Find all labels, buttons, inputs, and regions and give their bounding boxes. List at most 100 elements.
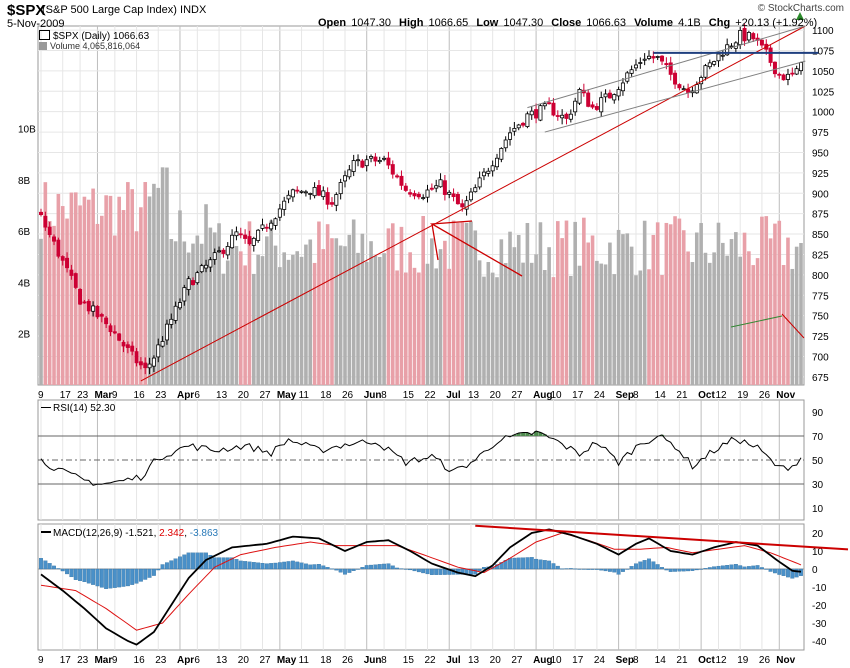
- price-axis-tick: 925: [812, 169, 829, 180]
- candle: [338, 182, 343, 195]
- x-axis-tick: Nov: [776, 655, 795, 666]
- volume-bar: [308, 239, 313, 385]
- volume-bar: [747, 251, 751, 385]
- volume-legend-text: Volume 4,065,816,064: [50, 41, 141, 51]
- volume-bar: [716, 222, 721, 385]
- macd-signal-line: [40, 532, 802, 631]
- candle: [421, 197, 426, 199]
- candle: [759, 39, 764, 46]
- volume-bar: [451, 220, 456, 385]
- volume-bar: [204, 204, 208, 385]
- macd-panel-frame: [37, 523, 805, 651]
- x-axis-tick: 18: [320, 390, 332, 401]
- x-axis-tick: 26: [759, 390, 771, 401]
- candle: [490, 165, 495, 172]
- macd-hist-bar: [325, 567, 330, 570]
- candle: [455, 194, 460, 205]
- x-axis-tick: Sep: [616, 655, 634, 666]
- candle: [190, 280, 195, 286]
- candle: [534, 109, 539, 119]
- candles: [39, 23, 804, 375]
- volume-bar: [130, 189, 134, 385]
- candle: [217, 250, 222, 253]
- macd-hist-bar: [369, 564, 374, 570]
- x-axis-tick: 22: [425, 390, 437, 401]
- macd-hist-bar: [91, 568, 96, 585]
- macd-hist-bar: [777, 568, 782, 575]
- open-value: 1047.30: [351, 17, 391, 29]
- macd-hist-bar: [303, 563, 308, 570]
- volume-bar: [382, 253, 386, 385]
- candle: [121, 341, 126, 347]
- candle: [694, 84, 699, 94]
- chart-date: 5-Nov-2009: [7, 18, 65, 30]
- candle: [460, 203, 465, 208]
- volume-bar: [590, 235, 595, 385]
- chg-value: +20.13 (+1.92%): [735, 17, 818, 29]
- volume-bar: [490, 272, 495, 385]
- volume-bar: [664, 222, 669, 385]
- volume-bar: [117, 196, 121, 385]
- volume-bar: [221, 273, 226, 385]
- macd-hist-bar: [790, 568, 795, 579]
- macd-hist-bar: [573, 568, 578, 570]
- candle: [325, 192, 330, 205]
- volume-bar: [256, 254, 260, 385]
- volume-bar: [486, 262, 491, 385]
- macd-trend-line: [475, 524, 849, 551]
- macd-hist-bar: [725, 565, 730, 570]
- macd-hist-bar: [781, 568, 786, 576]
- macd-hist-bar: [212, 557, 217, 570]
- low-value: 1047.30: [503, 17, 544, 29]
- macd-hist-bar: [364, 565, 369, 570]
- volume-bar: [291, 254, 295, 385]
- candle: [221, 249, 226, 254]
- candle: [321, 190, 326, 198]
- candle: [164, 323, 169, 341]
- x-axis-tick: 13: [468, 390, 480, 401]
- volume-bar: [421, 215, 425, 385]
- macd-hist-bar: [786, 568, 790, 578]
- macd-hist-bar: [286, 561, 291, 570]
- candle: [399, 175, 404, 186]
- signal-legend-value: 2.342: [159, 528, 185, 539]
- x-axis-tick: 13: [468, 655, 480, 666]
- candle: [364, 159, 369, 167]
- macd-hist-bar: [321, 565, 326, 570]
- macd-hist-bar: [117, 568, 122, 588]
- macd-hist-bar: [299, 562, 304, 570]
- candle: [677, 84, 682, 89]
- chart-symbol: $SPX: [7, 2, 46, 19]
- candle: [286, 194, 291, 200]
- candle: [486, 170, 491, 174]
- candle: [594, 106, 599, 110]
- volume-bar: [660, 275, 664, 385]
- volume-bar: [443, 240, 447, 385]
- x-axis-tick: 11: [299, 390, 310, 401]
- x-axis-tick: 16: [134, 390, 146, 401]
- open-label: Open: [318, 17, 347, 29]
- macd-hist-bar: [199, 552, 204, 570]
- volume-bar: [794, 246, 799, 385]
- x-axis-tick: 9: [38, 390, 44, 401]
- candle: [403, 185, 408, 191]
- volume-bar: [725, 255, 729, 385]
- volume-bar: [286, 259, 291, 385]
- volume-bar: [612, 274, 617, 385]
- volume-bar: [582, 217, 586, 385]
- price-axis-tick: 950: [812, 148, 829, 159]
- volume-bar: [86, 199, 91, 385]
- macd-hist-bar: [516, 557, 521, 570]
- candle: [386, 157, 391, 166]
- macd-hist-bar: [707, 567, 712, 570]
- macd-hist-bar: [343, 568, 347, 575]
- candle: [707, 62, 712, 68]
- macd-hist-bar: [277, 562, 282, 570]
- volume-trend-line: [730, 315, 783, 328]
- candle: [230, 234, 235, 249]
- volume-bar: [390, 223, 395, 385]
- candle: [703, 65, 708, 78]
- volume-bar: [516, 234, 521, 385]
- macd-axis-tick: 10: [812, 547, 824, 558]
- candle: [73, 273, 78, 288]
